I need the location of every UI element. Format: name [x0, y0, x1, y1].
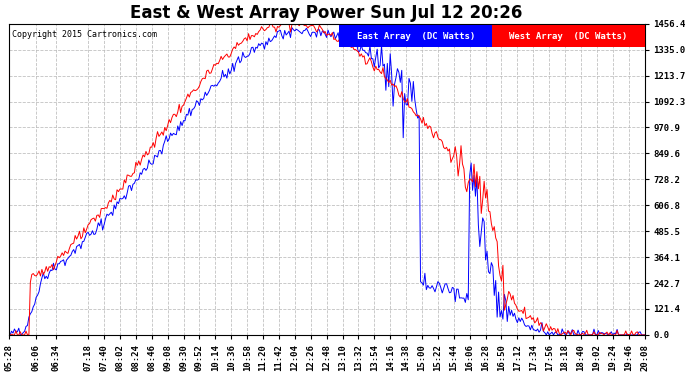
West Array  (DC Watts)	[570, 328, 578, 333]
East Array  (DC Watts)	[304, 29, 312, 33]
East Array  (DC Watts)	[520, 323, 529, 327]
West Array  (DC Watts)	[5, 333, 13, 337]
East Array  (DC Watts)	[461, 300, 469, 304]
Text: West Array  (DC Watts): West Array (DC Watts)	[509, 32, 627, 40]
Title: East & West Array Power Sun Jul 12 20:26: East & West Array Power Sun Jul 12 20:26	[130, 4, 523, 22]
West Array  (DC Watts)	[461, 185, 469, 189]
East Array  (DC Watts)	[5, 333, 13, 337]
West Array  (DC Watts)	[640, 333, 649, 337]
East Array  (DC Watts)	[602, 331, 610, 336]
East Array  (DC Watts)	[640, 333, 649, 337]
East Array  (DC Watts)	[288, 26, 296, 30]
West Array  (DC Watts)	[137, 157, 146, 162]
West Array  (DC Watts)	[266, 21, 275, 26]
West Array  (DC Watts)	[304, 26, 312, 30]
Line: West Array  (DC Watts): West Array (DC Watts)	[9, 24, 644, 335]
Text: East Array  (DC Watts): East Array (DC Watts)	[357, 32, 475, 40]
FancyBboxPatch shape	[339, 25, 492, 47]
East Array  (DC Watts)	[137, 172, 146, 177]
Line: East Array  (DC Watts): East Array (DC Watts)	[9, 28, 644, 335]
West Array  (DC Watts)	[520, 305, 529, 309]
East Array  (DC Watts)	[570, 333, 578, 337]
West Array  (DC Watts)	[602, 331, 610, 336]
Text: Copyright 2015 Cartronics.com: Copyright 2015 Cartronics.com	[12, 30, 157, 39]
FancyBboxPatch shape	[492, 25, 644, 47]
